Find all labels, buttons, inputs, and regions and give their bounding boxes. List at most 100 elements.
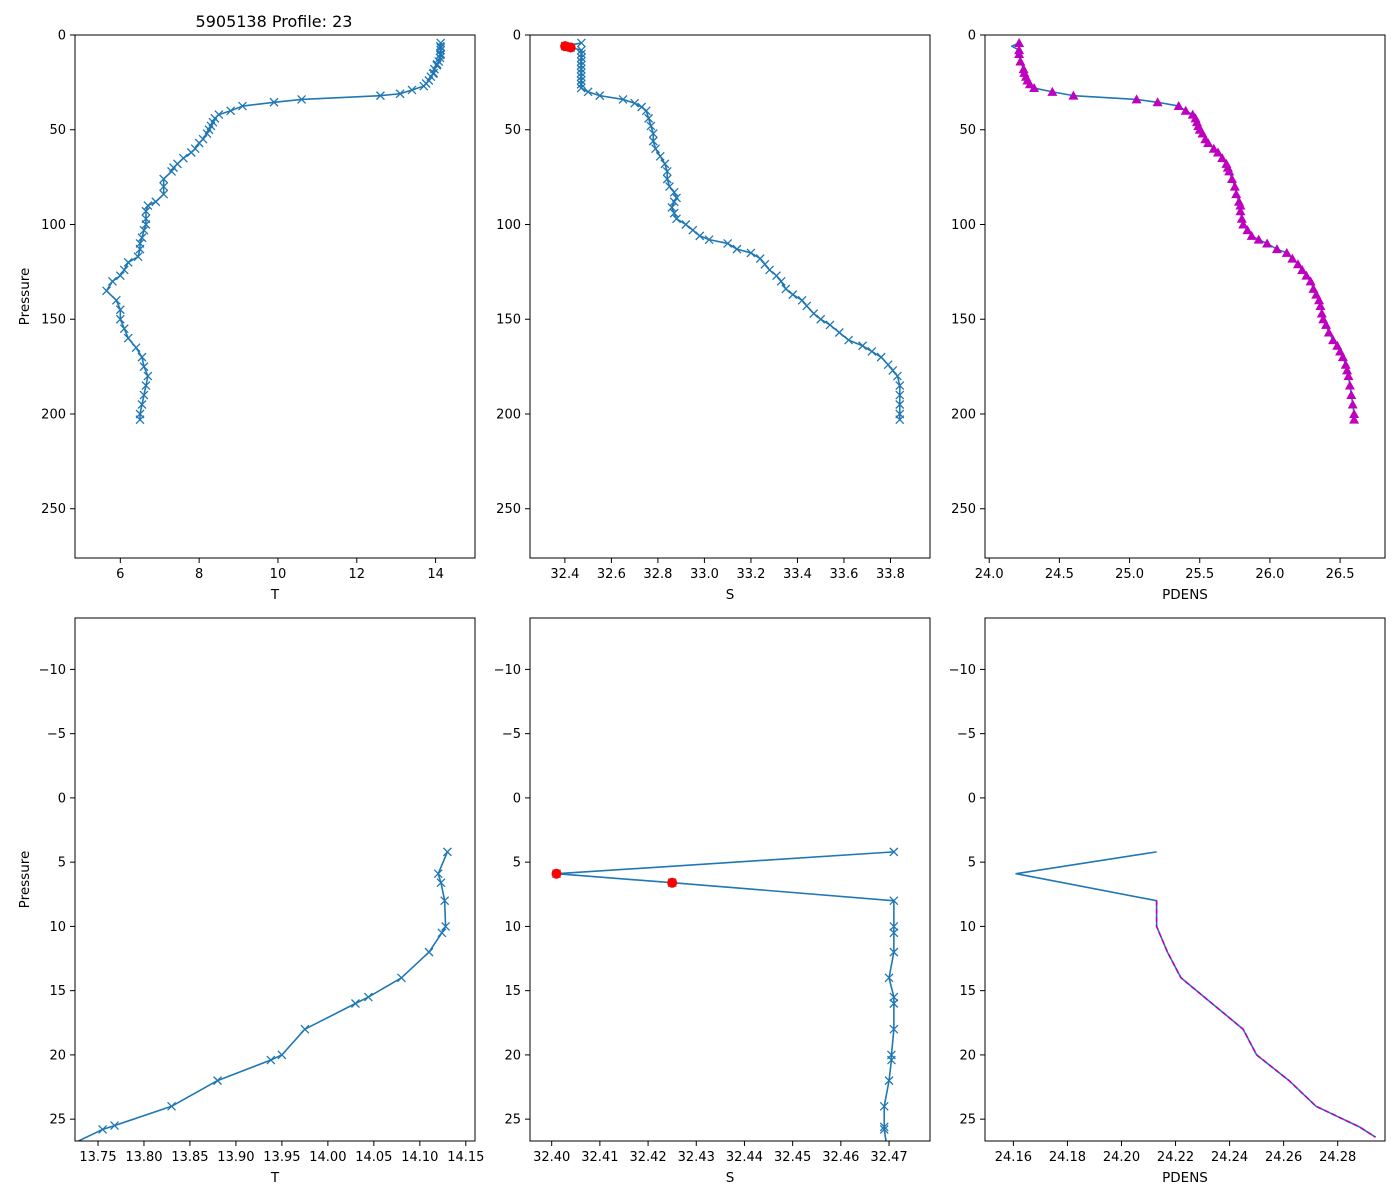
data-point-x bbox=[107, 276, 117, 286]
top-salinity-panel: 32.4 32.6 32.8 33.0 33.2 33.4 33.6 33.8 0 50 100 15… bbox=[496, 29, 931, 603]
y-tick-label: 150 bbox=[496, 313, 521, 328]
data-point-x bbox=[159, 189, 169, 199]
x-tick-label: 24.28 bbox=[1319, 1150, 1356, 1165]
data-point-x bbox=[895, 390, 905, 400]
data-point-x bbox=[895, 415, 905, 425]
data-point-x bbox=[139, 362, 149, 372]
x-tick-label: 32.43 bbox=[678, 1150, 715, 1165]
x-tick-label: 33.8 bbox=[876, 567, 905, 582]
data-point-triangle bbox=[1203, 138, 1214, 148]
data-point-x bbox=[660, 159, 670, 169]
data-point-x bbox=[834, 328, 844, 337]
x-tick-label: 12 bbox=[348, 567, 365, 582]
data-point-x bbox=[441, 921, 451, 931]
data-point-x bbox=[644, 113, 654, 123]
data-point-x bbox=[102, 286, 111, 296]
flagged-point bbox=[667, 877, 678, 888]
bottom-salinity-series-line bbox=[555, 851, 895, 1141]
y-tick-label: 5 bbox=[968, 856, 976, 871]
data-point-x bbox=[139, 225, 149, 235]
data-point-triangle bbox=[1018, 64, 1029, 74]
y-tick-label: 200 bbox=[41, 407, 66, 422]
data-point-x bbox=[665, 182, 674, 192]
data-point-x bbox=[141, 381, 151, 391]
bottom-salinity-series-1 bbox=[551, 868, 678, 888]
data-point-x bbox=[816, 314, 826, 324]
top-temperature-plot-area bbox=[102, 38, 446, 425]
data-point-x bbox=[648, 129, 658, 138]
data-point-x bbox=[137, 400, 147, 409]
x-tick-label: 32.47 bbox=[870, 1150, 907, 1165]
x-tick-label: 24.5 bbox=[1045, 567, 1074, 582]
data-point-x bbox=[886, 1055, 896, 1065]
data-point-x bbox=[669, 208, 679, 218]
data-point-x bbox=[651, 144, 661, 154]
top-temperature-xlabel: T bbox=[270, 587, 280, 603]
data-point-triangle bbox=[1227, 174, 1238, 184]
data-point-x bbox=[98, 1124, 108, 1134]
x-tick-label: 13.85 bbox=[171, 1150, 208, 1165]
x-tick-label: 25.5 bbox=[1185, 567, 1214, 582]
data-point-x bbox=[576, 64, 586, 74]
data-point-x bbox=[167, 1101, 177, 1111]
flagged-point bbox=[565, 42, 576, 53]
data-point-x bbox=[576, 72, 586, 82]
data-point-x bbox=[437, 928, 447, 938]
data-point-x bbox=[576, 83, 586, 93]
x-tick-label: 14.05 bbox=[355, 1150, 392, 1165]
x-tick-label: 25.0 bbox=[1115, 567, 1144, 582]
data-point-x bbox=[266, 1055, 276, 1065]
data-point-x bbox=[844, 335, 854, 345]
data-point-x bbox=[436, 878, 446, 888]
data-point-x bbox=[662, 174, 672, 184]
x-tick-label: 32.8 bbox=[643, 567, 672, 582]
data-point-x bbox=[641, 106, 651, 116]
x-tick-label: 13.90 bbox=[217, 1150, 254, 1165]
data-point-x bbox=[688, 225, 698, 235]
x-tick-label: 24.20 bbox=[1103, 1150, 1140, 1165]
data-point-x bbox=[151, 197, 161, 207]
flagged-point bbox=[551, 868, 562, 879]
data-point-x bbox=[576, 57, 586, 66]
data-point-triangle bbox=[1314, 295, 1325, 305]
data-point-x bbox=[576, 49, 586, 59]
data-point-x bbox=[407, 85, 417, 95]
x-tick-label: 32.45 bbox=[774, 1150, 811, 1165]
data-point-x bbox=[760, 259, 770, 269]
y-tick-label: 200 bbox=[951, 407, 976, 422]
x-tick-label: 24.22 bbox=[1157, 1150, 1194, 1165]
data-point-x bbox=[879, 1101, 889, 1111]
bottom-salinity-plot-area bbox=[551, 847, 899, 1141]
bottom-density-series-1 bbox=[1155, 900, 1376, 1138]
bottom-salinity-axes-frame bbox=[529, 617, 931, 1142]
data-point-x bbox=[576, 38, 586, 48]
data-point-x bbox=[375, 91, 385, 101]
data-point-triangle bbox=[1349, 414, 1360, 424]
data-point-triangle bbox=[1212, 147, 1223, 157]
data-point-triangle bbox=[1281, 247, 1292, 257]
data-point-x bbox=[576, 45, 586, 55]
y-tick-label: 100 bbox=[496, 218, 521, 233]
data-point-x bbox=[888, 365, 898, 375]
top-temperature-panel: 6 8 10 12 14 0 50 100 150 200 250 T Pressure bbox=[17, 29, 476, 603]
data-point-x bbox=[269, 97, 279, 107]
data-point-x bbox=[867, 346, 877, 356]
x-tick-label: 24.24 bbox=[1211, 1150, 1248, 1165]
y-tick-label: 10 bbox=[959, 920, 976, 935]
data-point-triangle bbox=[1337, 352, 1348, 362]
data-point-x bbox=[765, 265, 774, 275]
data-point-x bbox=[883, 360, 893, 370]
data-point-triangle bbox=[1131, 94, 1142, 104]
data-point-x bbox=[797, 295, 807, 305]
y-tick-label: 250 bbox=[496, 502, 521, 517]
data-point-x bbox=[630, 98, 640, 108]
x-tick-label: 10 bbox=[270, 567, 287, 582]
data-point-x bbox=[879, 1124, 889, 1134]
data-point-x bbox=[884, 973, 894, 983]
y-tick-label: 150 bbox=[41, 313, 66, 328]
data-point-x bbox=[363, 992, 373, 1002]
data-point-x bbox=[681, 220, 691, 229]
data-point-x bbox=[351, 999, 360, 1008]
